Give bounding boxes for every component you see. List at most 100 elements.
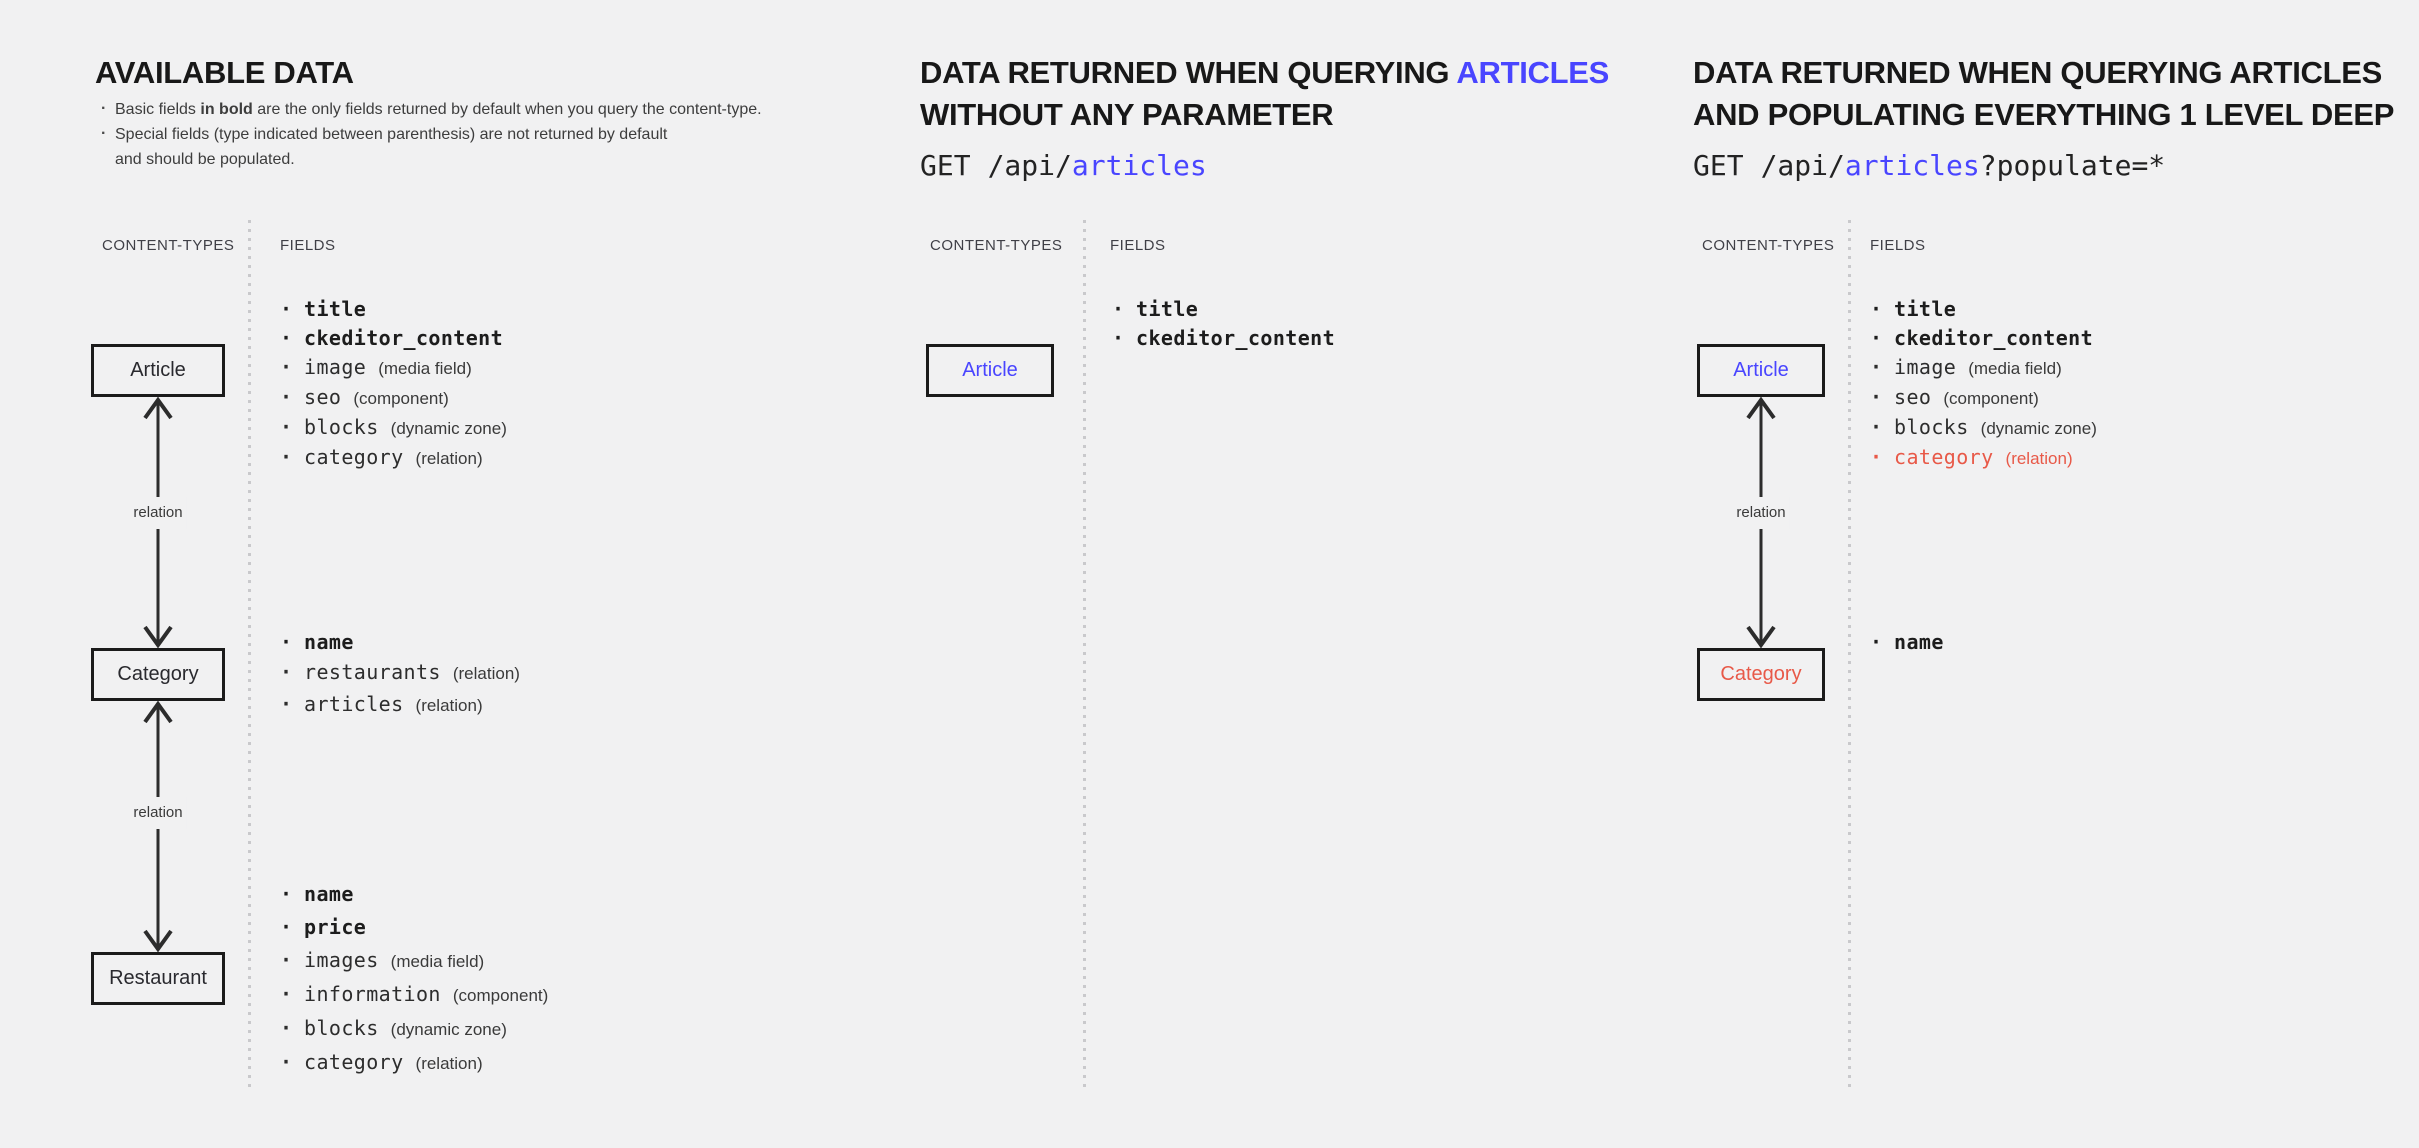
field-item-name: name (1868, 627, 1944, 657)
request-line: GET/api/articles (920, 150, 1207, 182)
field-annotation: (media field) (378, 359, 472, 378)
article-fields-list: title ckeditor_content (1110, 295, 1335, 353)
note-text-line: Special fields (type indicated between p… (115, 126, 668, 143)
field-name: name (304, 630, 354, 654)
field-name: title (1894, 297, 1957, 321)
note-text-line: and should be populated. (115, 151, 295, 168)
field-item-seo: seo (component) (1868, 383, 2097, 413)
dotted-separator (248, 220, 251, 1092)
field-annotation: (dynamic zone) (390, 1020, 507, 1039)
note-item-basic-fields: Basic fields in bold are the only fields… (100, 96, 762, 122)
field-name: category (304, 1050, 404, 1074)
title-line: DATA RETURNED WHEN QUERYING ARTICLES (920, 52, 1609, 94)
note-text-bold: in bold (200, 101, 253, 118)
request-path-accent: articles (1844, 149, 1980, 182)
field-item-title: title (1868, 295, 2097, 324)
field-item-blocks: blocks (dynamic zone) (278, 1012, 548, 1046)
field-annotation: (media field) (390, 952, 485, 971)
dotted-separator (1083, 220, 1086, 1092)
field-item-category-populated: category (relation) (1868, 443, 2097, 473)
field-item-ckeditor-content: ckeditor_content (1110, 324, 1335, 353)
article-node-label: Article (962, 359, 1018, 381)
article-node-label: Article (130, 359, 186, 381)
field-item-images: images (media field) (278, 944, 548, 978)
field-item-category: category (relation) (278, 443, 507, 473)
field-name: image (1894, 355, 1957, 379)
note-text: Basic fields (115, 101, 201, 118)
title-accent-articles: ARTICLES (1456, 55, 1609, 90)
field-item-blocks: blocks (dynamic zone) (278, 413, 507, 443)
content-types-label: CONTENT-TYPES (102, 237, 235, 254)
field-name: ckeditor_content (1894, 326, 2094, 350)
category-node: Category (1697, 648, 1825, 701)
field-name: name (1894, 630, 1944, 654)
article-node-label: Article (1733, 359, 1789, 381)
field-annotation: (relation) (415, 696, 483, 715)
category-fields-list: name restaurants (relation) articles (rela… (278, 627, 520, 721)
article-fields-list: title ckeditor_content image (media field… (278, 295, 507, 473)
field-name: title (1136, 297, 1199, 321)
title-line: DATA RETURNED WHEN QUERYING ARTICLES (1693, 55, 2382, 90)
field-annotation: (component) (1943, 389, 2039, 408)
field-name: images (304, 948, 379, 972)
dotted-separator (1848, 220, 1851, 1092)
field-annotation: (relation) (415, 449, 483, 468)
page-title: AVAILABLE DATA (95, 55, 354, 90)
category-node: Category (91, 648, 225, 701)
field-name: restaurants (304, 660, 441, 684)
request-line: GET/api/articles?populate=* (1693, 150, 2165, 182)
field-item-articles: articles (relation) (278, 689, 520, 721)
field-name: ckeditor_content (304, 326, 504, 350)
field-annotation: (component) (452, 986, 549, 1005)
field-name: seo (304, 385, 342, 409)
field-name: blocks (304, 1016, 379, 1040)
field-name: blocks (304, 415, 379, 439)
field-item-ckeditor-content: ckeditor_content (278, 324, 507, 353)
category-fields-list: name (1868, 627, 1944, 657)
field-name: price (304, 915, 367, 939)
field-item-title: title (1110, 295, 1335, 324)
notes-list: Basic fields in bold are the only fields… (100, 96, 762, 172)
field-item-name: name (278, 627, 520, 657)
article-node: Article (926, 344, 1054, 397)
restaurant-node-label: Restaurant (109, 967, 207, 989)
field-name: information (304, 982, 441, 1006)
column-title: DATA RETURNED WHEN QUERYING ARTICLES WIT… (920, 52, 1609, 136)
fields-label: FIELDS (1110, 237, 1166, 254)
restaurant-fields-list: name price images (media field) informati… (278, 878, 548, 1080)
category-node-label: Category (1720, 663, 1802, 685)
field-annotation: (dynamic zone) (1980, 419, 2097, 438)
relation-label: relation (129, 797, 187, 829)
field-item-ckeditor-content: ckeditor_content (1868, 324, 2097, 353)
field-name: ckeditor_content (1136, 326, 1336, 350)
request-path: /api/ (987, 149, 1072, 182)
relation-label: relation (1732, 497, 1790, 529)
note-text: are the only fields returned by default … (252, 101, 762, 118)
field-item-image: image (media field) (1868, 353, 2097, 383)
field-annotation: (dynamic zone) (390, 419, 507, 438)
category-node-label: Category (117, 663, 199, 685)
request-method: GET (1693, 149, 1744, 182)
note-item-special-fields: Special fields (type indicated between p… (100, 121, 762, 172)
field-annotation: (relation) (415, 1054, 483, 1073)
field-name: articles (304, 692, 404, 716)
field-name: title (304, 297, 367, 321)
fields-label: FIELDS (1870, 237, 1926, 254)
field-item-price: price (278, 911, 548, 944)
request-path-suffix: ?populate=* (1979, 149, 2166, 182)
relation-label: relation (129, 497, 187, 529)
field-item-restaurants: restaurants (relation) (278, 657, 520, 689)
field-item-name: name (278, 878, 548, 911)
title-line: AND POPULATING EVERYTHING 1 LEVEL DEEP (1693, 97, 2395, 132)
field-name: image (304, 355, 367, 379)
request-method: GET (920, 149, 971, 182)
field-item-blocks: blocks (dynamic zone) (1868, 413, 2097, 443)
restaurant-node: Restaurant (91, 952, 225, 1005)
field-item-category: category (relation) (278, 1046, 548, 1080)
field-item-image: image (media field) (278, 353, 507, 383)
note-text-line: Basic fields in bold are the only fields… (115, 97, 762, 122)
content-types-label: CONTENT-TYPES (930, 237, 1063, 254)
field-annotation: (component) (353, 389, 449, 408)
title-text: DATA RETURNED WHEN QUERYING (920, 55, 1457, 90)
